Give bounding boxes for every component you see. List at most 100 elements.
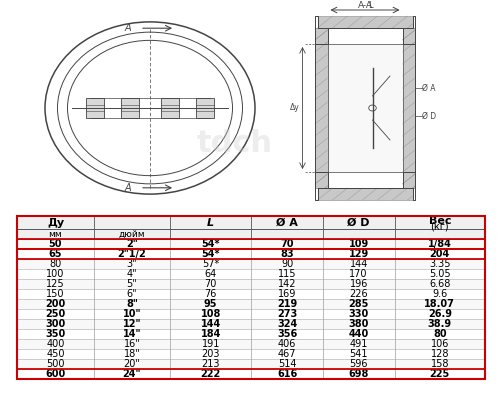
Text: 38.9: 38.9 (428, 319, 452, 329)
Bar (196, 98, 214, 118)
Bar (18, 369, 485, 379)
Text: 324: 324 (277, 319, 297, 329)
Text: 18": 18" (124, 349, 140, 359)
Text: 70: 70 (204, 279, 217, 289)
Bar (18, 309, 485, 319)
Text: 3.35: 3.35 (429, 258, 450, 268)
Bar (18, 248, 485, 258)
Text: 219: 219 (277, 299, 297, 309)
Text: 115: 115 (278, 269, 296, 279)
Bar (18, 339, 485, 349)
Text: Δy: Δy (290, 104, 300, 112)
Text: 65: 65 (48, 248, 62, 258)
Bar (18, 216, 485, 379)
Text: 6": 6" (126, 289, 137, 299)
Text: A: A (124, 23, 131, 33)
Text: 9.6: 9.6 (432, 289, 448, 299)
Text: A: A (124, 183, 131, 193)
Text: 191: 191 (202, 339, 220, 349)
Text: 14": 14" (122, 329, 141, 339)
Bar (121, 98, 139, 118)
Text: 350: 350 (46, 329, 66, 339)
Text: 90: 90 (281, 258, 293, 268)
Text: 20": 20" (124, 359, 140, 369)
Text: Ду: Ду (47, 218, 64, 228)
Text: 18.07: 18.07 (424, 299, 456, 309)
Text: Ø A: Ø A (422, 84, 436, 92)
Bar (315, 28, 328, 44)
Text: Ø A: Ø A (276, 218, 298, 228)
Text: 12": 12" (122, 319, 141, 329)
Bar (86, 98, 104, 118)
Text: 8": 8" (126, 299, 138, 309)
Bar (18, 238, 485, 248)
Text: 129: 129 (348, 248, 369, 258)
Text: 300: 300 (46, 319, 66, 329)
Text: 250: 250 (46, 309, 66, 319)
Text: 273: 273 (277, 309, 297, 319)
Text: 204: 204 (430, 248, 450, 258)
Bar (18, 248, 485, 258)
Text: 80: 80 (50, 258, 62, 268)
Text: 70: 70 (280, 238, 294, 248)
Bar (402, 172, 415, 188)
Text: 285: 285 (348, 299, 369, 309)
Text: 491: 491 (350, 339, 368, 349)
Text: L: L (368, 1, 372, 10)
Text: 24": 24" (122, 369, 141, 379)
Bar (18, 279, 485, 289)
Text: Вес: Вес (428, 216, 451, 226)
Bar (402, 28, 415, 188)
Text: 514: 514 (278, 359, 296, 369)
Text: Ø D: Ø D (422, 112, 436, 120)
Bar (18, 329, 485, 339)
Text: 200: 200 (46, 299, 66, 309)
Text: 616: 616 (277, 369, 297, 379)
Text: 596: 596 (350, 359, 368, 369)
Text: 106: 106 (430, 339, 449, 349)
Bar (18, 230, 485, 238)
Text: 2"1/2: 2"1/2 (118, 248, 146, 258)
Text: 128: 128 (430, 349, 449, 359)
Text: (кг): (кг) (430, 221, 449, 231)
Text: 406: 406 (278, 339, 296, 349)
Bar (161, 98, 179, 118)
Text: 356: 356 (277, 329, 297, 339)
Text: 5": 5" (126, 279, 137, 289)
Text: 150: 150 (46, 289, 64, 299)
Text: 380: 380 (348, 319, 369, 329)
Text: 400: 400 (46, 339, 64, 349)
Ellipse shape (369, 105, 376, 111)
Bar (402, 28, 415, 44)
Text: 440: 440 (348, 329, 369, 339)
Bar (318, 188, 412, 200)
Text: 83: 83 (280, 248, 294, 258)
Text: L: L (207, 218, 214, 228)
Bar (18, 269, 485, 279)
Text: 50: 50 (48, 238, 62, 248)
Bar (18, 299, 485, 309)
Text: 541: 541 (350, 349, 368, 359)
Text: 196: 196 (350, 279, 368, 289)
Text: 169: 169 (278, 289, 296, 299)
Text: 4": 4" (126, 269, 137, 279)
Bar (328, 44, 402, 172)
Text: 203: 203 (202, 349, 220, 359)
Text: 1/84: 1/84 (428, 238, 452, 248)
Text: дюйм: дюйм (118, 230, 145, 238)
Text: 226: 226 (350, 289, 368, 299)
Text: 222: 222 (200, 369, 221, 379)
Text: tdch: tdch (197, 130, 273, 158)
Text: 467: 467 (278, 349, 296, 359)
Text: 450: 450 (46, 349, 64, 359)
Bar (315, 28, 328, 188)
Text: 3": 3" (126, 258, 137, 268)
Text: 184: 184 (200, 329, 221, 339)
Text: 500: 500 (46, 359, 64, 369)
Text: 330: 330 (348, 309, 369, 319)
Text: 109: 109 (348, 238, 369, 248)
Text: 170: 170 (350, 269, 368, 279)
Text: 54*: 54* (202, 238, 220, 248)
Bar (18, 238, 485, 248)
Text: 64: 64 (204, 269, 217, 279)
